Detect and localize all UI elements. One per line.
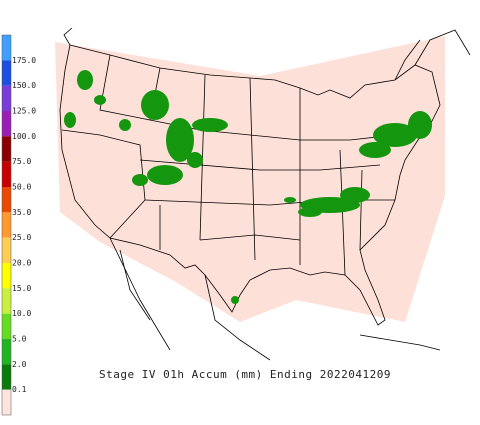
legend-label: 25.0	[12, 233, 31, 242]
legend: 175.0 150.0 125.0 100.0 75.0 50.0 35.0 25.0 20.0…	[1, 34, 36, 416]
neighbor-coasts	[63, 27, 471, 361]
legend-swatch	[2, 288, 11, 314]
legend-label: 10.0	[12, 309, 31, 318]
legend-label: 75.0	[12, 157, 31, 166]
legend-label: 2.0	[12, 360, 27, 369]
legend-label: 15.0	[12, 284, 31, 293]
legend-swatch	[2, 313, 11, 339]
legend-label: 35.0	[12, 208, 31, 217]
precipitation	[64, 70, 432, 304]
legend-swatch	[2, 111, 11, 137]
legend-swatch	[2, 212, 11, 238]
legend-swatch	[2, 237, 11, 263]
legend-swatch	[2, 263, 11, 289]
legend-label: 0.1	[12, 385, 27, 394]
legend-label: 5.0	[12, 335, 27, 344]
map-title: Stage IV 01h Accum (mm) Ending 202204120…	[99, 368, 391, 381]
legend-label: 20.0	[12, 259, 31, 268]
legend-swatch	[2, 339, 11, 365]
legend-label: 125.0	[12, 107, 36, 116]
legend-swatch	[2, 187, 11, 213]
legend-label: 175.0	[12, 56, 36, 65]
legend-swatch	[2, 389, 11, 415]
legend-label: 100.0	[12, 132, 36, 141]
legend-swatch	[2, 60, 11, 86]
legend-swatch	[2, 161, 11, 187]
legend-label: 150.0	[12, 81, 36, 90]
legend-swatch	[2, 35, 11, 61]
us-outline	[59, 44, 441, 326]
legend-label: 50.0	[12, 183, 31, 192]
legend-frame	[1, 34, 12, 416]
legend-swatch	[2, 136, 11, 162]
legend-swatch	[2, 85, 11, 111]
legend-swatch	[2, 364, 11, 390]
